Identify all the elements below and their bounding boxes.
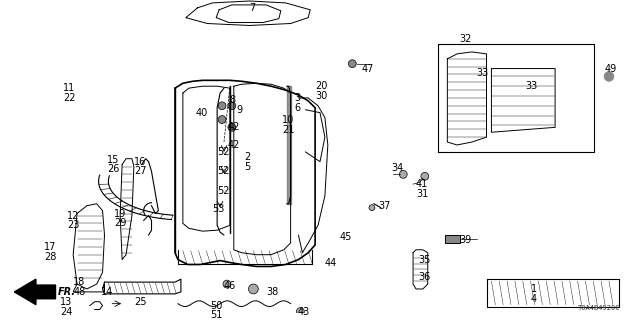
Text: 41: 41 [416, 179, 428, 189]
Text: 31: 31 [416, 189, 428, 199]
Text: 52: 52 [217, 147, 230, 157]
Circle shape [399, 171, 407, 178]
Circle shape [369, 205, 375, 211]
Text: 52: 52 [217, 186, 230, 196]
Text: 53: 53 [212, 204, 225, 214]
Text: 16: 16 [134, 156, 146, 167]
Text: 20: 20 [315, 81, 328, 91]
Text: 10: 10 [282, 116, 294, 125]
Text: 49: 49 [604, 64, 616, 74]
Text: 47: 47 [361, 64, 374, 74]
Text: 43: 43 [298, 307, 310, 316]
Circle shape [296, 308, 305, 316]
Text: 46: 46 [224, 281, 236, 291]
Bar [445, 235, 460, 243]
Text: 48: 48 [73, 287, 85, 297]
Circle shape [248, 284, 259, 294]
Text: 35: 35 [418, 255, 430, 265]
Text: 13: 13 [60, 297, 73, 307]
Text: 28: 28 [44, 252, 56, 262]
Text: 42: 42 [228, 122, 240, 132]
Circle shape [348, 60, 356, 68]
Text: 23: 23 [67, 220, 79, 230]
Text: 11: 11 [63, 83, 76, 93]
Text: 9: 9 [237, 105, 243, 115]
Text: 42: 42 [228, 140, 240, 150]
Text: 21: 21 [282, 125, 294, 135]
Text: 52: 52 [217, 166, 230, 176]
Text: 33: 33 [525, 81, 538, 91]
Text: 14: 14 [100, 287, 113, 297]
Text: 5: 5 [244, 162, 251, 172]
Text: 19: 19 [115, 209, 127, 219]
Text: 17: 17 [44, 242, 56, 252]
Text: 51: 51 [211, 310, 223, 320]
Text: 8: 8 [229, 95, 235, 105]
Text: 7: 7 [250, 3, 256, 13]
Text: 50: 50 [211, 300, 223, 311]
Text: 24: 24 [60, 307, 73, 316]
Circle shape [218, 116, 226, 124]
Circle shape [604, 71, 614, 81]
Text: FR.: FR. [58, 287, 76, 297]
Text: 25: 25 [134, 297, 147, 307]
Text: 29: 29 [115, 218, 127, 228]
Text: 12: 12 [67, 211, 79, 220]
Text: 6: 6 [294, 103, 301, 113]
Text: 27: 27 [134, 166, 147, 176]
Polygon shape [14, 279, 56, 305]
Text: 22: 22 [63, 93, 76, 103]
Circle shape [218, 102, 226, 110]
Text: 38: 38 [266, 287, 278, 297]
Text: 30: 30 [315, 91, 327, 101]
Text: 26: 26 [108, 164, 120, 174]
Text: 37: 37 [379, 201, 391, 211]
Text: 32: 32 [459, 34, 472, 44]
Text: 40: 40 [196, 108, 208, 118]
Text: 4: 4 [531, 294, 537, 304]
Circle shape [223, 280, 231, 288]
Text: 33: 33 [477, 68, 489, 78]
Circle shape [228, 102, 236, 110]
Text: 18: 18 [73, 277, 85, 287]
Text: 15: 15 [108, 155, 120, 165]
Text: 36: 36 [418, 272, 430, 282]
Circle shape [421, 172, 429, 180]
Text: 45: 45 [340, 232, 352, 242]
Text: 44: 44 [325, 258, 337, 268]
Text: 39: 39 [459, 235, 471, 245]
Circle shape [228, 124, 236, 131]
Text: 3: 3 [294, 93, 301, 103]
Text: 2: 2 [244, 152, 251, 162]
Text: 1: 1 [531, 284, 537, 294]
Text: T0A4B4920C: T0A4B4920C [578, 305, 621, 311]
Text: 34: 34 [392, 164, 404, 173]
